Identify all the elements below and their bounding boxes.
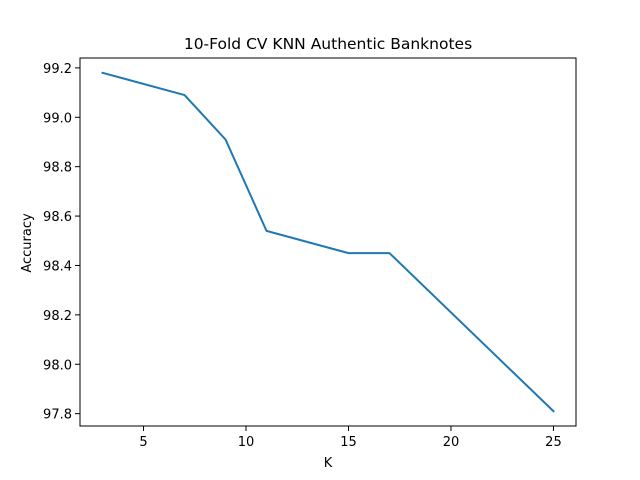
y-axis-label: Accuracy: [20, 213, 35, 273]
x-tick-label: 20: [443, 435, 460, 450]
series-line-0: [101, 71, 555, 413]
y-tick-label: 98.2: [43, 309, 72, 324]
x-tick-label: 10: [238, 435, 255, 450]
chart-title: 10-Fold CV KNN Authentic Banknotes: [184, 35, 472, 53]
y-tick-label: 98.4: [43, 259, 72, 274]
y-tick-label: 98.8: [43, 161, 72, 176]
x-tick-label: 15: [340, 435, 357, 450]
x-axis-label: K: [324, 456, 333, 471]
axes-frame: [79, 57, 577, 427]
plot-area: 5 10 15 20 25 97.8 98.0 98.2 98.4 98.6 98.8 99.0 99.…: [43, 57, 577, 450]
y-tick-label: 99.0: [43, 111, 72, 126]
x-tick-label: 5: [139, 435, 147, 450]
y-tick-label: 99.2: [43, 62, 72, 77]
y-tick-label: 98.0: [43, 358, 72, 373]
y-tick-label: 97.8: [43, 408, 72, 423]
x-tick-label: 25: [545, 435, 562, 450]
y-tick-label: 98.6: [43, 210, 72, 225]
